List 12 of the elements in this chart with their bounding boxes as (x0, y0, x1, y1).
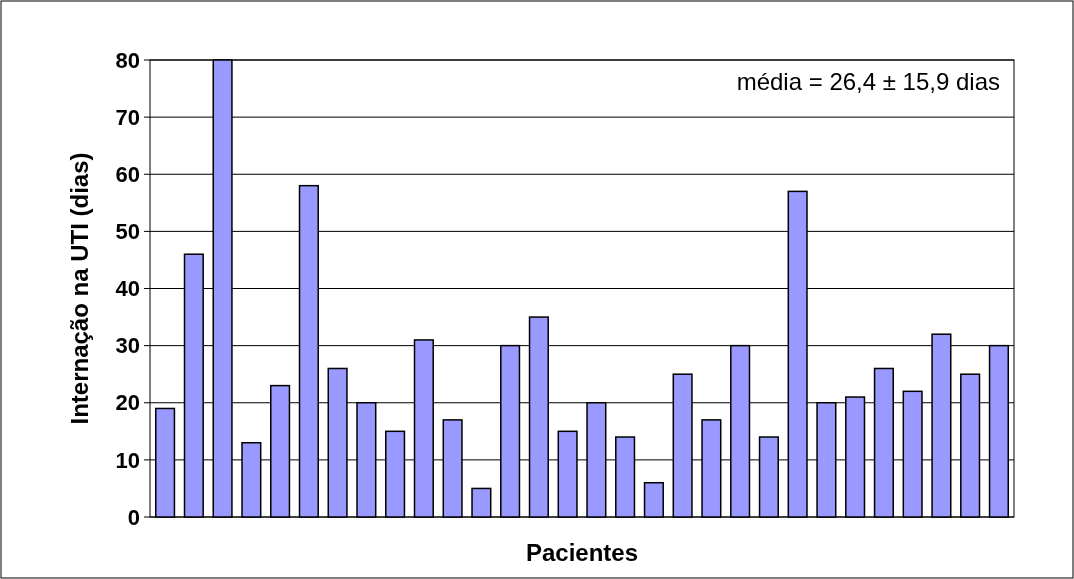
y-tick-label: 20 (115, 390, 140, 416)
y-tick-label: 80 (115, 47, 140, 73)
y-tick-label: 30 (115, 333, 140, 359)
y-tick-label: 50 (115, 219, 140, 245)
y-tick-label: 60 (115, 161, 140, 187)
y-tick-label: 40 (115, 276, 140, 302)
y-tick-label: 70 (115, 104, 140, 130)
y-tick-label: 0 (127, 504, 140, 530)
annotation: média = 26,4 ± 15,9 dias (736, 68, 1000, 95)
x-axis-title: Pacientes (525, 539, 639, 566)
y-axis-title: Internação na UTI (dias) (66, 152, 93, 425)
y-tick-label: 10 (115, 447, 140, 473)
